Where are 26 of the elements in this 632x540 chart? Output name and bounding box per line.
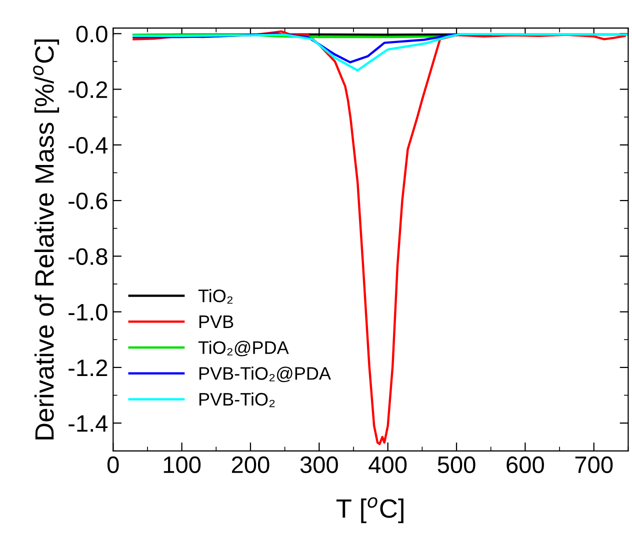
- x-tick-label: 700: [575, 456, 613, 474]
- legend-label: PVB-TiO₂@PDA: [199, 366, 331, 382]
- legend-label: TiO₂@PDA: [198, 340, 289, 356]
- y-tick-label: -0.2: [68, 81, 108, 98]
- line-series: [132, 32, 492, 64]
- y-tick-label: -1.2: [68, 360, 108, 376]
- line-series: [132, 30, 626, 446]
- x-tick-label: 600: [506, 456, 544, 474]
- legend-label: TiO₂: [198, 289, 233, 304]
- x-axis-title: T [$^{o}$C]: [336, 497, 404, 524]
- x-tick-label: 500: [438, 456, 476, 474]
- x-tick-label: 100: [164, 456, 201, 474]
- y-tick-label: -0.8: [68, 248, 108, 265]
- line-series: [132, 33, 628, 72]
- x-tick-label: 300: [300, 456, 338, 474]
- y-axis-title: Derivative of Relative Mass [%/$^{o}$C]: [33, 40, 60, 440]
- y-tick-label: -1.0: [68, 304, 108, 321]
- y-tick-label: -0.6: [68, 192, 108, 210]
- x-tick-label: 400: [368, 456, 407, 474]
- y-tick-label: -0.4: [68, 136, 108, 154]
- x-tick-label: 0: [107, 456, 119, 474]
- x-tick-label: 200: [232, 456, 270, 474]
- legend-label: PVB-TiO₂: [199, 392, 275, 408]
- y-tick-label: 0.0: [76, 26, 108, 42]
- y-tick-label: -1.4: [68, 415, 108, 432]
- legend-label: PVB: [199, 316, 234, 328]
